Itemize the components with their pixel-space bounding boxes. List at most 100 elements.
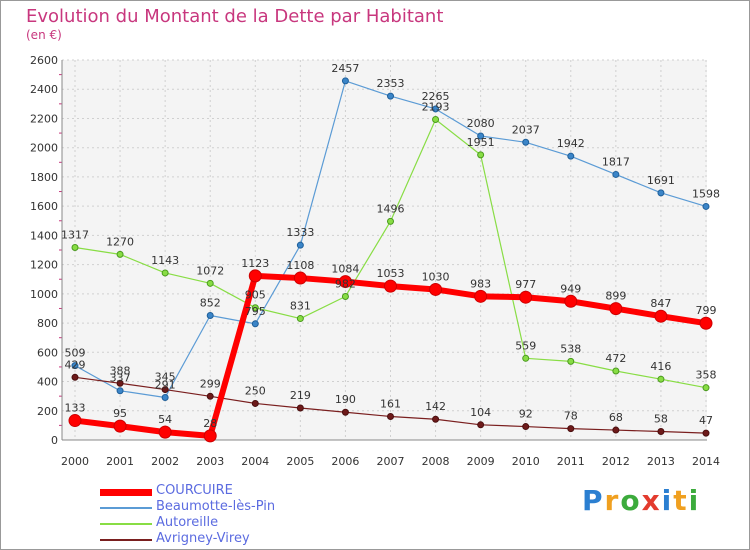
y-tick-label: 1200 — [30, 259, 58, 272]
data-point-beaumotte-les-pin — [71, 362, 79, 370]
data-label-avrigney-virey: 219 — [290, 389, 311, 402]
data-point-courcuire — [384, 279, 397, 293]
data-label-courcuire: 1123 — [241, 257, 269, 270]
data-point-beaumotte-les-pin — [657, 189, 665, 197]
data-label-beaumotte-les-pin: 2080 — [467, 117, 495, 130]
data-label-avrigney-virey: 47 — [699, 414, 713, 427]
data-point-courcuire — [519, 290, 533, 304]
data-point-autoreille — [702, 384, 710, 392]
proxiti-logo: Proxiti — [582, 484, 700, 517]
data-label-courcuire: 847 — [650, 297, 671, 310]
data-point-courcuire — [113, 419, 127, 433]
data-point-courcuire — [248, 269, 262, 283]
data-label-avrigney-virey: 250 — [245, 384, 266, 397]
logo-letter: r — [604, 484, 621, 517]
data-point-avrigney-virey — [71, 373, 79, 381]
x-tick-label: 2007 — [377, 455, 405, 468]
y-tick-label: 2400 — [30, 83, 58, 96]
data-label-courcuire: 1108 — [286, 259, 314, 272]
data-label-beaumotte-les-pin: 1817 — [602, 155, 630, 168]
data-point-avrigney-virey — [251, 399, 259, 407]
data-point-avrigney-virey — [702, 429, 710, 437]
logo-letter: t — [673, 484, 689, 517]
chart-subtitle: (en €) — [26, 28, 62, 42]
data-label-avrigney-virey: 388 — [110, 364, 131, 377]
data-point-avrigney-virey — [432, 415, 440, 423]
data-point-avrigney-virey — [296, 404, 304, 412]
x-tick-label: 2004 — [241, 455, 269, 468]
data-point-courcuire — [203, 429, 217, 443]
data-point-courcuire — [68, 414, 82, 428]
y-tick-label: 0 — [51, 434, 58, 447]
data-point-avrigney-virey — [477, 421, 485, 429]
x-tick-label: 2014 — [692, 455, 720, 468]
x-tick-label: 2001 — [106, 455, 134, 468]
data-point-beaumotte-les-pin — [206, 311, 214, 319]
data-label-courcuire: 133 — [65, 402, 86, 415]
data-label-avrigney-virey: 58 — [654, 413, 668, 426]
y-tick-label: 600 — [37, 346, 58, 359]
x-tick-label: 2011 — [557, 455, 585, 468]
data-point-beaumotte-les-pin — [522, 138, 530, 146]
x-tick-label: 2013 — [647, 455, 675, 468]
data-point-autoreille — [296, 315, 304, 323]
data-point-beaumotte-les-pin — [161, 393, 169, 401]
logo-letter: o — [620, 484, 642, 517]
data-point-avrigney-virey — [206, 392, 214, 400]
data-point-beaumotte-les-pin — [341, 77, 349, 85]
x-tick-label: 2000 — [61, 455, 89, 468]
data-point-autoreille — [477, 151, 485, 159]
legend-swatch — [100, 507, 152, 509]
data-point-courcuire — [564, 294, 578, 308]
plot-area — [62, 60, 707, 440]
data-point-autoreille — [657, 375, 665, 383]
data-label-autoreille: 1270 — [106, 235, 134, 248]
data-label-autoreille: 1143 — [151, 254, 179, 267]
y-tick-label: 1600 — [30, 200, 58, 213]
data-point-avrigney-virey — [341, 408, 349, 416]
x-tick-label: 2008 — [422, 455, 450, 468]
data-point-autoreille — [251, 304, 259, 312]
data-label-autoreille: 1496 — [377, 202, 405, 215]
data-label-courcuire: 899 — [605, 290, 626, 303]
data-point-beaumotte-les-pin — [251, 320, 259, 328]
x-tick-label: 2009 — [467, 455, 495, 468]
y-tick-label: 800 — [37, 317, 58, 330]
data-label-beaumotte-les-pin: 1942 — [557, 137, 585, 150]
data-label-courcuire: 799 — [696, 304, 717, 317]
data-label-courcuire: 983 — [470, 277, 491, 290]
data-label-autoreille: 538 — [560, 342, 581, 355]
data-point-avrigney-virey — [387, 412, 394, 420]
data-label-courcuire: 1084 — [331, 263, 359, 276]
data-label-courcuire: 95 — [113, 407, 127, 420]
logo-letter: P — [582, 484, 605, 517]
data-label-courcuire: 1053 — [377, 267, 405, 280]
data-label-beaumotte-les-pin: 1598 — [692, 187, 720, 200]
data-label-avrigney-virey: 104 — [470, 406, 491, 419]
data-point-autoreille — [387, 217, 394, 225]
data-point-beaumotte-les-pin — [612, 170, 620, 178]
data-point-courcuire — [609, 302, 623, 316]
x-tick-label: 2003 — [196, 455, 224, 468]
y-tick-label: 1400 — [30, 229, 58, 242]
x-tick-label: 2005 — [286, 455, 314, 468]
data-label-autoreille: 905 — [245, 289, 266, 302]
data-label-avrigney-virey: 142 — [425, 400, 446, 413]
data-point-beaumotte-les-pin — [387, 92, 394, 100]
data-point-courcuire — [338, 275, 352, 289]
data-point-autoreille — [71, 244, 79, 252]
data-label-autoreille: 982 — [335, 277, 356, 290]
data-label-beaumotte-les-pin: 509 — [65, 347, 86, 360]
data-point-courcuire — [699, 316, 713, 330]
data-point-autoreille — [206, 279, 214, 287]
data-label-beaumotte-les-pin: 1333 — [286, 226, 314, 239]
data-label-beaumotte-les-pin: 852 — [200, 296, 221, 309]
data-label-autoreille: 472 — [605, 352, 626, 365]
y-tick-label: 200 — [37, 405, 58, 418]
data-label-courcuire: 949 — [560, 282, 581, 295]
data-point-autoreille — [116, 250, 124, 258]
legend-label: COURCUIRE — [156, 483, 233, 498]
y-tick-label: 1000 — [30, 288, 58, 301]
data-point-beaumotte-les-pin — [432, 105, 440, 113]
data-point-beaumotte-les-pin — [477, 132, 485, 140]
